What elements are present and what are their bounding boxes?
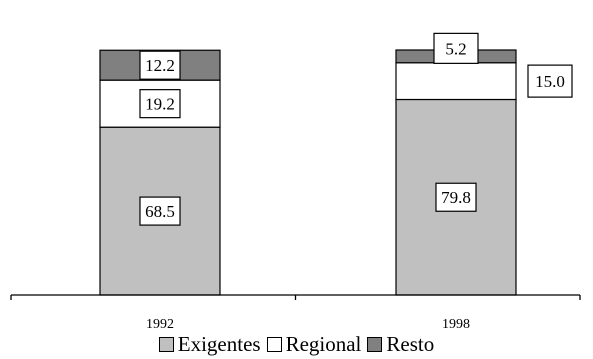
- legend-label-regional: Regional: [285, 331, 362, 356]
- data-label-box-exigentes-1998: [435, 182, 477, 212]
- data-label-box-regional-1998: [527, 64, 573, 98]
- legend-label-exigentes: Exigentes: [177, 331, 261, 356]
- data-label-box-resto-1992: [139, 50, 181, 80]
- legend-swatch-exigentes: [158, 336, 174, 352]
- data-label-box-resto-1998: [433, 32, 479, 64]
- data-label-regional-1998: 15.0: [535, 72, 565, 91]
- legend-label-resto: Resto: [386, 331, 435, 356]
- bar-segment-regional-1998: [395, 62, 517, 101]
- legend-swatch-regional: [266, 336, 282, 352]
- legend-swatch-resto: [367, 336, 383, 352]
- x-tick-label-1998: 1998: [442, 317, 470, 332]
- data-label-regional-1992: 19.2: [145, 95, 175, 114]
- legend: Exigentes Regional Resto: [0, 331, 593, 357]
- legend-item-resto: Resto: [367, 332, 434, 357]
- legend-item-regional: Regional: [266, 331, 362, 357]
- data-label-exigentes-1992: 68.5: [145, 202, 175, 221]
- data-label-exigentes-1998: 79.8: [441, 188, 471, 207]
- data-label-box-regional-1992: [139, 89, 181, 119]
- data-label-resto-1998: 5.2: [445, 39, 466, 58]
- legend-item-exigentes: Exigentes: [158, 331, 261, 357]
- data-label-resto-1992: 12.2: [145, 56, 175, 75]
- data-label-box-exigentes-1992: [139, 196, 181, 226]
- x-tick-label-1992: 1992: [146, 317, 174, 332]
